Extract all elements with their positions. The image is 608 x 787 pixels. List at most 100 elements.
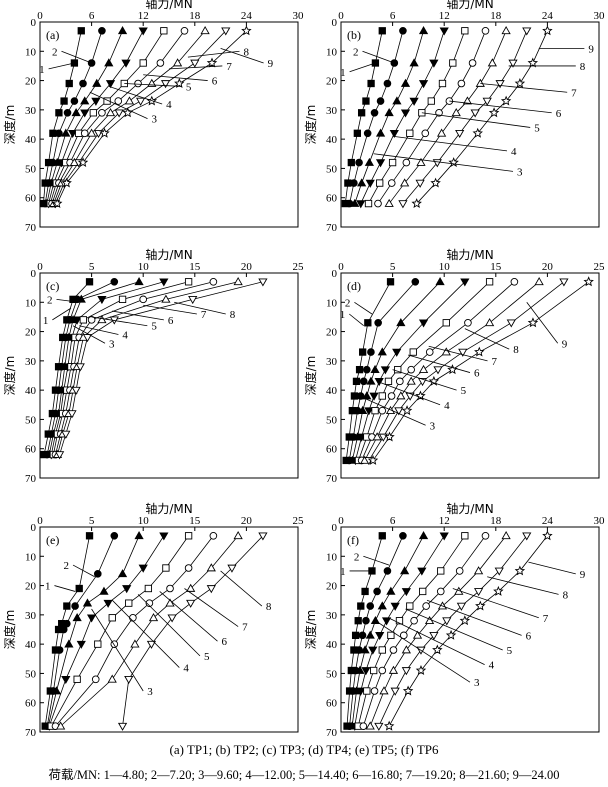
data-point (415, 390, 426, 401)
data-point (85, 278, 94, 286)
callout-label: 8 (563, 589, 569, 601)
data-point (61, 430, 71, 439)
data-point (378, 666, 387, 675)
callout-leader (452, 588, 539, 619)
data-point (70, 97, 79, 105)
y-tick-label: 70 (326, 473, 338, 485)
data-point (364, 199, 373, 208)
data-point (67, 410, 77, 419)
y-tick-label: 70 (25, 222, 37, 234)
data-point (364, 319, 372, 327)
series-2 (345, 277, 420, 465)
data-point (436, 587, 445, 596)
series-7 (56, 531, 243, 730)
y-tick-label: 10 (326, 46, 338, 58)
data-point (508, 59, 518, 68)
y-tick-label: 0 (31, 17, 37, 29)
data-point (441, 347, 451, 356)
panel-label: (e) (46, 533, 59, 547)
callout-label: 1 (340, 309, 346, 321)
callout-label: 7 (201, 309, 207, 321)
data-point (415, 665, 427, 675)
series-line (48, 535, 165, 727)
data-point (415, 179, 425, 188)
series-line (369, 535, 507, 727)
data-point (485, 278, 494, 286)
x-tick-label: 6 (89, 10, 95, 22)
data-point (356, 392, 365, 400)
data-point (396, 391, 406, 400)
data-point (355, 158, 363, 167)
x-tick-label: 0 (338, 10, 344, 22)
data-point (190, 59, 200, 68)
data-point (374, 722, 384, 731)
data-point (139, 59, 147, 67)
callout-leader (373, 153, 514, 172)
data-point (358, 405, 368, 414)
data-point (86, 614, 97, 623)
callout-label: 6 (474, 368, 480, 380)
callout-label: 7 (571, 87, 577, 99)
callout-label: 2 (47, 294, 53, 306)
callout-leader (405, 608, 503, 651)
data-point (365, 630, 375, 639)
data-point (117, 722, 128, 731)
callout-label: 6 (556, 108, 562, 120)
data-point (144, 584, 153, 593)
data-point (383, 79, 392, 88)
callout-leader (375, 620, 471, 683)
data-point (184, 532, 193, 540)
x-tick-label: 15 (490, 261, 502, 273)
data-point (378, 392, 386, 400)
data-point (461, 27, 469, 35)
data-point (407, 365, 415, 374)
y-axis-title: 深度/m (2, 356, 17, 396)
data-point (118, 295, 127, 304)
data-point (487, 58, 497, 67)
data-point (75, 363, 85, 372)
data-point (388, 158, 397, 167)
callout-leader (407, 354, 471, 373)
data-point (559, 278, 569, 287)
data-point (357, 109, 366, 117)
data-point (359, 377, 368, 386)
data-point (56, 721, 66, 730)
data-point (409, 97, 419, 106)
data-point (449, 59, 457, 67)
data-point (375, 128, 386, 137)
callout-label: 6 (222, 636, 228, 648)
y-tick-label: 30 (25, 610, 37, 622)
y-tick-label: 20 (326, 581, 338, 593)
plot-frame (340, 272, 600, 479)
y-axis-title: 深度/m (303, 356, 318, 396)
series-9 (367, 276, 594, 465)
callout-label: 2 (52, 46, 58, 58)
chart-panel-1: 0 6 12 18 24 30 0 10 20 30 40 50 60 70 轴力/MN 深度/m (a) 12 3… (2, 0, 304, 234)
data-point (514, 78, 526, 88)
y-tick-label: 50 (25, 668, 37, 680)
callout-label: 4 (122, 330, 128, 342)
data-point (80, 96, 90, 105)
callout-leader (421, 112, 531, 128)
chart-panel-6: 0 6 12 18 24 30 0 10 20 30 40 50 60 70 轴力/MN 深度/m (f) 12 3… (303, 501, 605, 739)
data-point (400, 109, 411, 118)
callout-label: 3 (152, 114, 158, 126)
data-point (361, 587, 369, 596)
x-tick-label: 15 (189, 261, 201, 273)
series-8 (374, 532, 532, 731)
data-point (206, 57, 218, 68)
data-point (79, 316, 87, 324)
data-point (162, 564, 170, 572)
y-tick-label: 30 (326, 356, 338, 368)
x-tick-label: 12 (439, 10, 450, 22)
data-point (104, 58, 114, 67)
data-point (388, 665, 399, 674)
data-point (241, 25, 252, 36)
x-tick-label: 18 (189, 10, 201, 22)
callout-leader (72, 325, 106, 344)
data-point (206, 585, 216, 594)
plot-frame (39, 21, 299, 228)
callout-leader (362, 50, 395, 64)
data-point (482, 97, 492, 106)
callout-label: 3 (109, 338, 115, 350)
